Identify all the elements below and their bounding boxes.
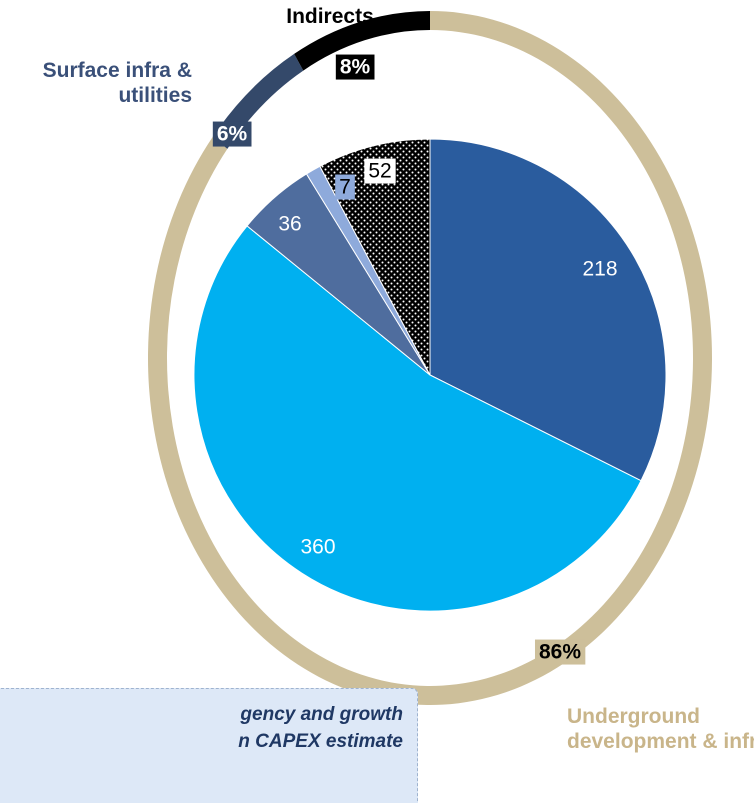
- value-label: 6%: [217, 123, 248, 146]
- value-label: 36: [278, 213, 301, 236]
- value-label: 7: [339, 176, 351, 199]
- label-box: [335, 54, 375, 80]
- label-box: [335, 174, 355, 200]
- value-label: 8%: [340, 56, 371, 79]
- value-label: 218: [582, 258, 617, 281]
- category-label: Surface infra & utilities: [42, 59, 192, 107]
- category-label: Indirects: [286, 5, 374, 28]
- value-label: 52: [368, 160, 391, 183]
- category-label: Underground development & infra: [567, 705, 754, 753]
- annotation-box: gency and growth n CAPEX estimate: [0, 688, 418, 803]
- pie-slice: [193, 225, 642, 612]
- value-label: 360: [300, 536, 335, 559]
- label-box: [212, 121, 252, 147]
- label-box: [364, 158, 396, 184]
- annotation: gency and growth: [240, 704, 403, 725]
- annotation: n CAPEX estimate: [238, 731, 403, 752]
- label-box: [534, 639, 586, 665]
- value-label: 86%: [539, 641, 581, 664]
- ring-segment: [294, 11, 430, 71]
- pie-slice: [429, 138, 667, 482]
